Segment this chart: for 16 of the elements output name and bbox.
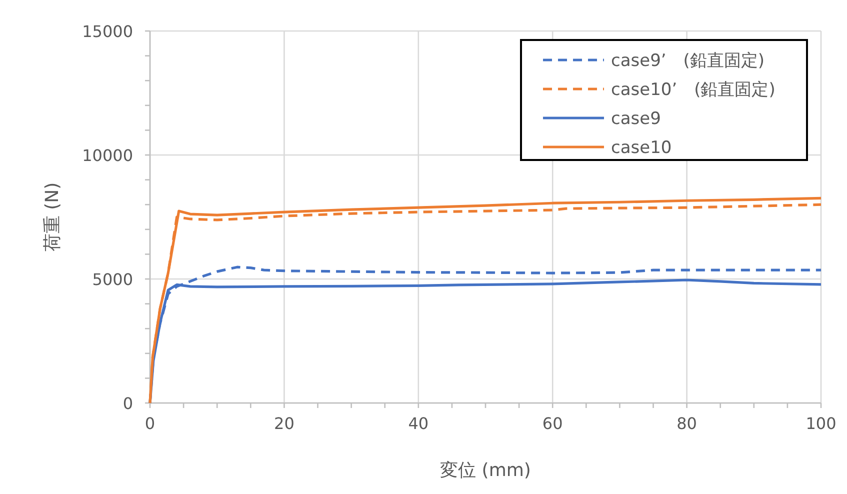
x-tick-label: 80 xyxy=(676,414,697,433)
y-tick-label: 0 xyxy=(122,394,133,413)
y-tick-label: 15000 xyxy=(82,22,133,41)
legend-label: case10’ (鉛直固定) xyxy=(611,80,776,100)
x-tick-label: 20 xyxy=(274,414,294,433)
x-axis-title: 変位 (mm) xyxy=(440,460,531,481)
x-tick-label: 100 xyxy=(806,414,836,433)
legend-label: case10 xyxy=(611,138,672,158)
y-tick-label: 10000 xyxy=(82,146,133,165)
x-tick-label: 0 xyxy=(144,414,156,433)
x-tick-label: 40 xyxy=(408,414,429,433)
legend-label: case9’ (鉛直固定) xyxy=(611,51,765,71)
y-axis-title: 荷重 (N) xyxy=(42,182,63,252)
y-tick-label: 5000 xyxy=(92,270,133,289)
x-tick-label: 60 xyxy=(542,414,563,433)
legend-label: case9 xyxy=(611,109,661,129)
